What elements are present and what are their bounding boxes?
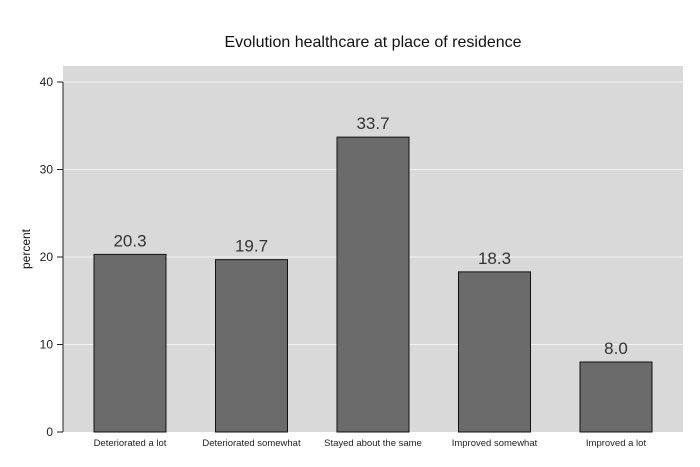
bar <box>579 361 653 433</box>
bar-value-label: 33.7 <box>356 114 389 133</box>
bar <box>93 253 167 433</box>
x-tick-label: Improved somewhat <box>452 438 538 449</box>
y-tick-label: 20 <box>40 250 54 264</box>
y-tick-label: 40 <box>40 75 54 89</box>
bars: 20.3 19.7 33.7 18.3 8.0 <box>93 114 653 433</box>
bar-value-label: 20.3 <box>113 231 146 250</box>
y-tick-label: 0 <box>46 425 53 439</box>
x-tick-label: Improved a lot <box>586 438 647 449</box>
y-axis-label: percent <box>19 228 33 269</box>
x-tick-label: Deteriorated a lot <box>94 438 167 449</box>
chart-title: Evolution healthcare at place of residen… <box>224 34 521 51</box>
bar <box>336 136 410 433</box>
y-axis: 0 10 20 30 40 <box>40 75 64 439</box>
y-tick-label: 10 <box>40 338 54 352</box>
bar <box>215 259 288 433</box>
x-tick-label: Stayed about the same <box>324 438 422 449</box>
bar-value-label: 8.0 <box>604 339 628 358</box>
bar <box>458 271 531 433</box>
bar-value-label: 19.7 <box>235 237 268 256</box>
y-tick-label: 30 <box>40 163 54 177</box>
x-tick-label: Deteriorated somewhat <box>202 438 301 449</box>
bar-value-label: 18.3 <box>478 249 511 268</box>
x-axis: Deteriorated a lot Deteriorated somewhat S… <box>94 438 647 449</box>
